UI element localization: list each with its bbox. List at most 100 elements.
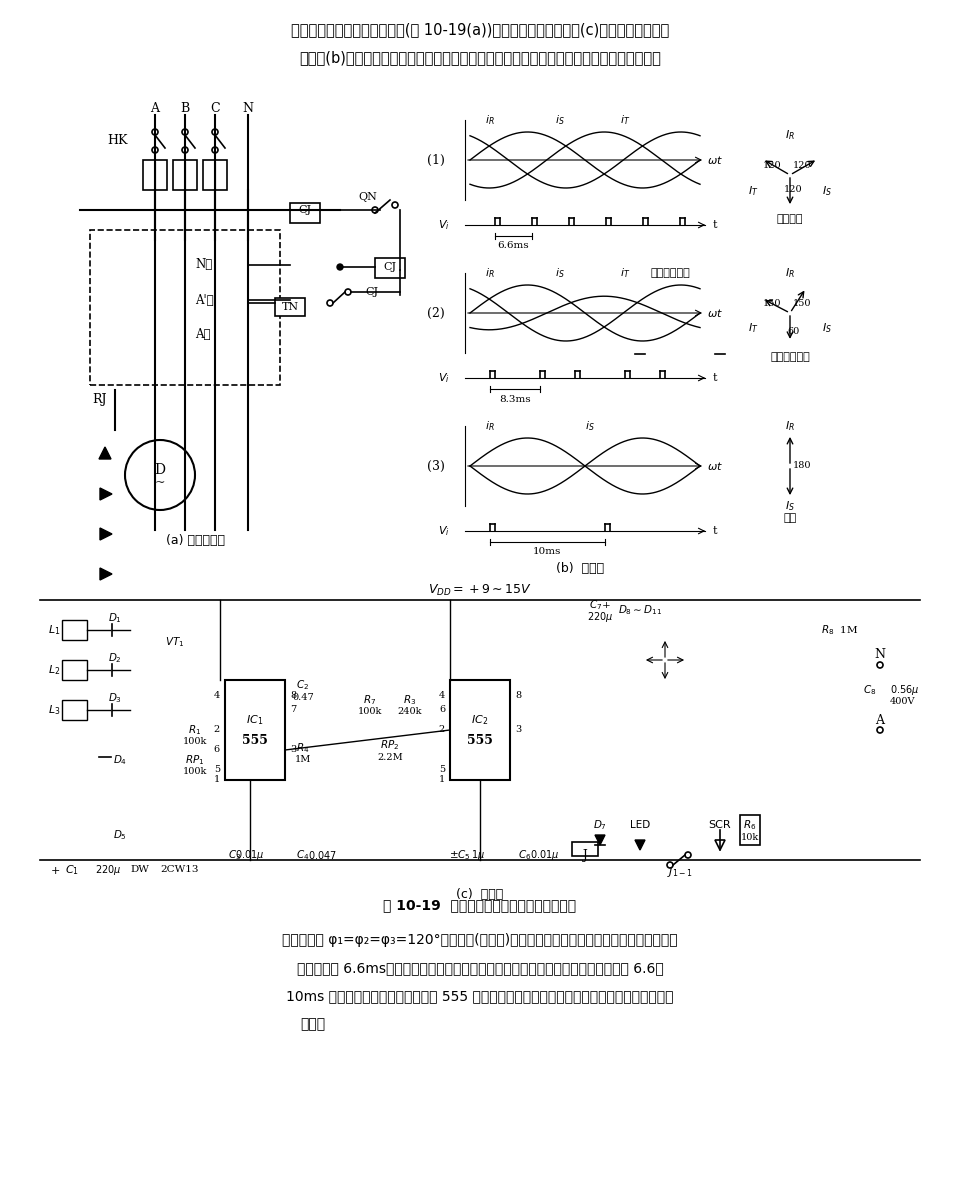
Text: $+$: $+$ — [50, 864, 60, 875]
Text: 180: 180 — [793, 461, 811, 471]
Text: $R_6$: $R_6$ — [743, 818, 756, 832]
Text: (2): (2) — [427, 307, 445, 319]
Text: 保护。: 保护。 — [300, 1017, 325, 1031]
Text: 150: 150 — [763, 299, 781, 307]
Text: 5: 5 — [214, 766, 220, 774]
Text: $V_{DD}=+9\sim15V$: $V_{DD}=+9\sim15V$ — [428, 583, 532, 597]
Text: $I_S$: $I_S$ — [822, 321, 832, 335]
Text: DW: DW — [130, 866, 149, 874]
Text: $RP_2$: $RP_2$ — [380, 738, 399, 752]
Text: $i_R$: $i_R$ — [485, 266, 494, 279]
Text: $I_T$: $I_T$ — [748, 184, 758, 197]
Text: $C_8$: $C_8$ — [863, 683, 876, 697]
Text: ~: ~ — [155, 477, 165, 490]
Text: $I_S$: $I_S$ — [822, 184, 832, 197]
Text: 图 10-19  相位脉冲式电动机断相保护器电路: 图 10-19 相位脉冲式电动机断相保护器电路 — [383, 898, 577, 911]
Text: 时间隔离为 6.6ms；当出现断相时，电流波形的对称性破坏，过零检测脉冲的间隔在 6.6～: 时间隔离为 6.6ms；当出现断相时，电流波形的对称性破坏，过零检测脉冲的间隔在… — [297, 961, 663, 975]
Text: $I_S$: $I_S$ — [785, 500, 795, 513]
Text: A: A — [876, 714, 884, 726]
Text: 8: 8 — [515, 691, 521, 700]
Text: $0.047$: $0.047$ — [308, 849, 338, 861]
Bar — [290, 203, 320, 223]
Bar — [740, 815, 760, 845]
Bar — [173, 160, 197, 190]
Bar — [225, 680, 285, 780]
Text: $D_8\sim D_{11}$: $D_8\sim D_{11}$ — [618, 603, 662, 616]
Text: 120: 120 — [783, 185, 803, 195]
Text: 100k: 100k — [358, 708, 382, 716]
Text: $IC_1$: $IC_1$ — [247, 713, 264, 727]
Text: (c)  电路图: (c) 电路图 — [456, 889, 504, 902]
Text: 2CW13: 2CW13 — [160, 866, 199, 874]
Text: 6: 6 — [439, 706, 445, 714]
Text: $R_4$: $R_4$ — [297, 742, 310, 755]
Text: $\omega t$: $\omega t$ — [707, 307, 723, 319]
Text: 120: 120 — [793, 160, 811, 170]
Text: t: t — [712, 373, 717, 383]
Text: 100k: 100k — [182, 767, 207, 777]
Text: $\omega t$: $\omega t$ — [707, 154, 723, 166]
Text: 100k: 100k — [182, 738, 207, 746]
Text: $C_3$: $C_3$ — [228, 848, 242, 862]
Bar — [62, 620, 87, 641]
Text: J: J — [583, 849, 588, 862]
Text: $RP_1$: $RP_1$ — [185, 752, 204, 767]
Polygon shape — [635, 840, 645, 850]
Text: $L_1$: $L_1$ — [48, 624, 60, 637]
Text: $i_T$: $i_T$ — [620, 113, 630, 126]
Text: $C_1$: $C_1$ — [65, 863, 79, 877]
Bar — [62, 700, 87, 720]
Text: 3: 3 — [515, 726, 521, 734]
Text: RJ: RJ — [93, 394, 108, 407]
Text: $D_5$: $D_5$ — [113, 828, 127, 842]
Bar — [203, 160, 227, 190]
Text: 断相: 断相 — [783, 513, 797, 523]
Polygon shape — [100, 568, 112, 580]
Text: 4: 4 — [214, 691, 220, 700]
Text: 150: 150 — [793, 299, 811, 307]
Text: 6.6ms: 6.6ms — [497, 242, 529, 250]
Text: $i_S$: $i_S$ — [555, 113, 564, 126]
Text: 2: 2 — [439, 726, 445, 734]
Text: QN: QN — [359, 191, 377, 202]
Text: $V_i$: $V_i$ — [439, 218, 450, 232]
Text: $i_S$: $i_S$ — [555, 266, 564, 279]
Text: 10ms 之间。利用这一差异，设计出 555 触发电路、单稳延时电路和继电控制电路，可进行断相: 10ms 之间。利用这一差异，设计出 555 触发电路、单稳延时电路和继电控制电… — [286, 988, 674, 1003]
Text: $I_R$: $I_R$ — [785, 419, 795, 433]
Text: $R_1$: $R_1$ — [188, 724, 202, 737]
Text: $J_{1-1}$: $J_{1-1}$ — [667, 864, 693, 879]
Text: $D_4$: $D_4$ — [113, 752, 127, 767]
Bar — [450, 680, 510, 780]
Text: 7: 7 — [290, 706, 297, 714]
Bar — [275, 299, 305, 315]
Text: $L_3$: $L_3$ — [48, 703, 60, 716]
Text: $\pm C_5$: $\pm C_5$ — [449, 848, 471, 862]
Text: N: N — [243, 101, 253, 114]
Text: 400V: 400V — [890, 697, 916, 707]
Text: $I_T$: $I_T$ — [748, 321, 758, 335]
Text: 4: 4 — [439, 691, 445, 700]
Text: CJ: CJ — [383, 262, 396, 272]
Bar — [90, 230, 280, 385]
Text: t: t — [712, 220, 717, 230]
Text: 555: 555 — [468, 733, 492, 746]
Text: $V_i$: $V_i$ — [439, 524, 450, 538]
Text: 8.3ms: 8.3ms — [499, 395, 531, 403]
Text: $L_2$: $L_2$ — [48, 663, 60, 677]
Text: $0.56\mu$: $0.56\mu$ — [890, 683, 920, 697]
Text: t: t — [712, 526, 717, 536]
Text: 1: 1 — [439, 775, 445, 785]
Text: TN: TN — [281, 302, 299, 312]
Text: $D_7$: $D_7$ — [593, 818, 607, 832]
Text: $R_3$: $R_3$ — [403, 694, 417, 707]
Text: (1): (1) — [427, 153, 445, 166]
Text: (b)  波形图: (b) 波形图 — [556, 562, 604, 576]
Text: 流是相差为 φ₁=φ₂=φ₃=120°的对称波(或矢量)，脉冲互感器中的过零检测脉冲呈均匀分布，: 流是相差为 φ₁=φ₂=φ₃=120°的对称波(或矢量)，脉冲互感器中的过零检测… — [282, 933, 678, 948]
Text: CJ: CJ — [299, 205, 312, 216]
Bar — [62, 660, 87, 680]
Text: $C_7$+: $C_7$+ — [589, 598, 611, 612]
Polygon shape — [595, 836, 605, 845]
Text: 定子绕组断线: 定子绕组断线 — [650, 268, 690, 278]
Text: $\omega t$: $\omega t$ — [707, 460, 723, 472]
Text: $0.01\mu$: $0.01\mu$ — [235, 848, 265, 862]
